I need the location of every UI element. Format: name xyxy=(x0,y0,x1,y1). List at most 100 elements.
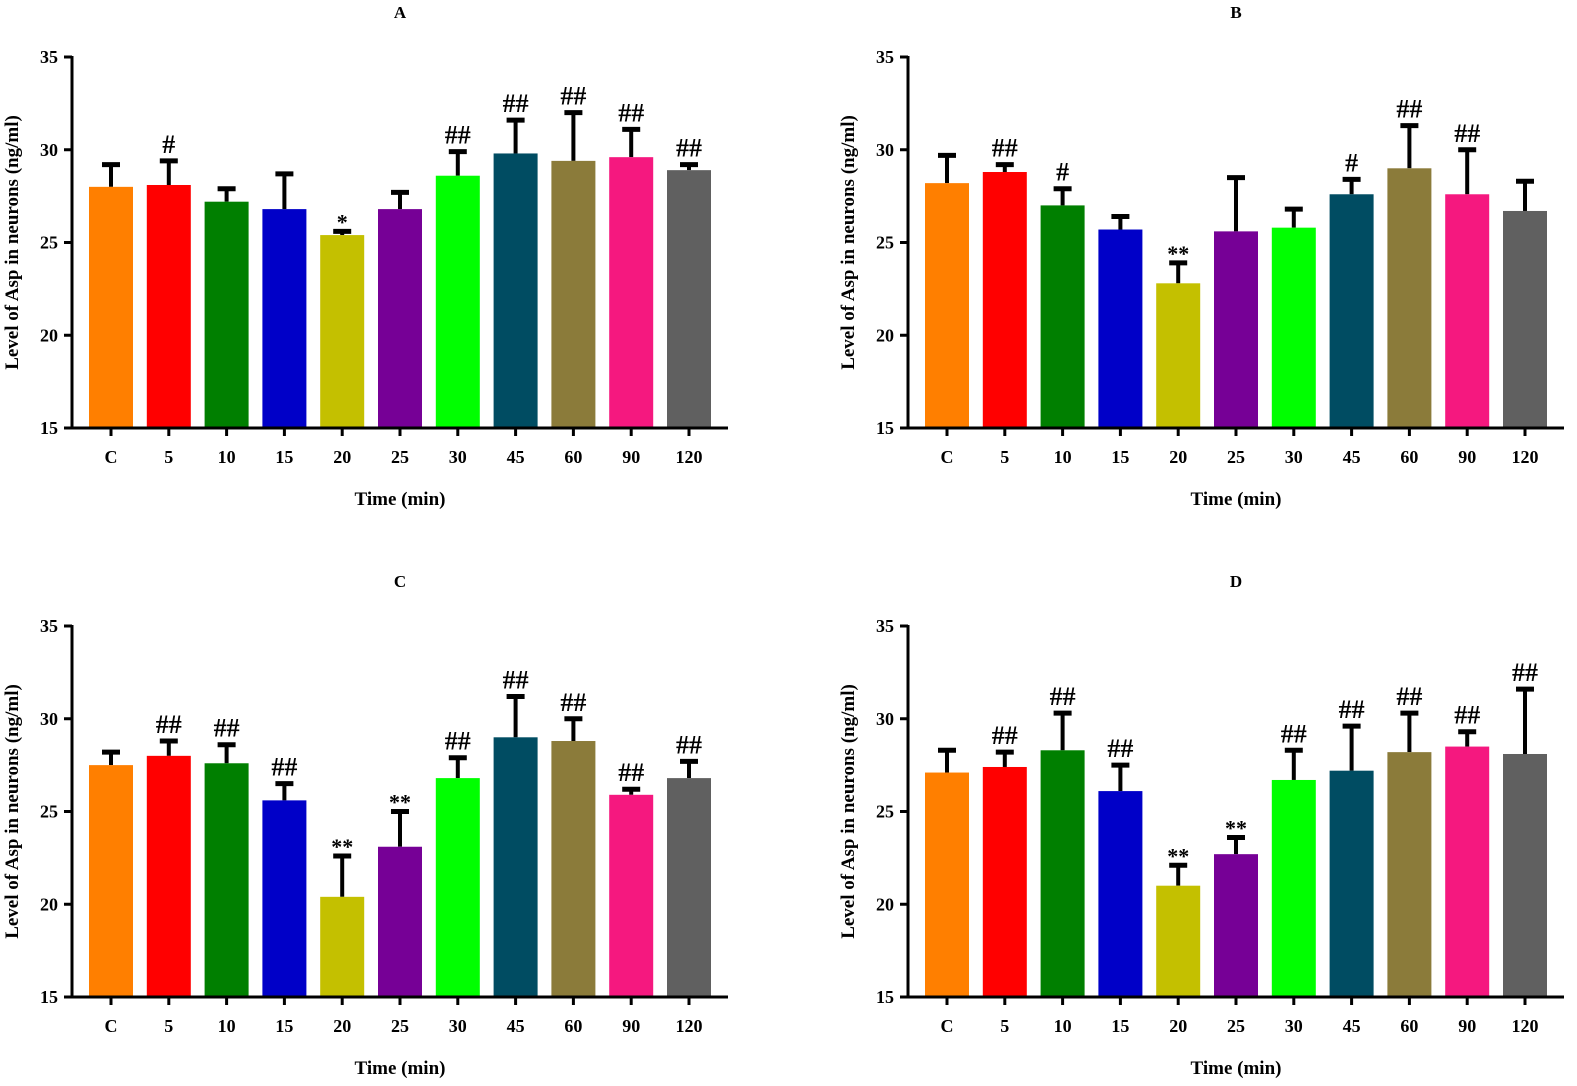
x-tick-label: 15 xyxy=(275,447,293,467)
bar-60 xyxy=(1387,752,1432,997)
y-tick-label: 15 xyxy=(40,418,58,438)
significance-label: # xyxy=(162,130,175,159)
significance-label: * xyxy=(337,209,348,234)
bar-5 xyxy=(982,172,1027,428)
x-tick-label: 20 xyxy=(333,1016,351,1036)
y-tick-label: 25 xyxy=(40,233,58,253)
x-axis-label: Time (min) xyxy=(355,489,446,510)
panel-title: A xyxy=(394,3,407,22)
bar-15 xyxy=(1098,791,1143,997)
bar-20 xyxy=(1156,885,1201,997)
x-tick-label: 30 xyxy=(449,1016,467,1036)
x-tick-label: 10 xyxy=(1054,1016,1072,1036)
significance-label: ## xyxy=(156,710,182,739)
bar-45 xyxy=(1329,770,1374,997)
bar-120 xyxy=(1503,753,1547,997)
bar-5 xyxy=(982,766,1027,997)
x-tick-label: 30 xyxy=(1285,447,1303,467)
significance-label: ** xyxy=(1225,815,1247,840)
x-tick-label: 25 xyxy=(1227,1016,1245,1036)
significance-label: ## xyxy=(618,758,644,787)
x-axis-label: Time (min) xyxy=(1191,489,1282,510)
bar-45 xyxy=(493,153,538,428)
significance-label: ## xyxy=(618,98,644,127)
significance-label: ## xyxy=(445,727,471,756)
x-tick-label: 10 xyxy=(1054,447,1072,467)
significance-label: ## xyxy=(992,134,1018,163)
panel-title: B xyxy=(1230,3,1241,22)
bar-20 xyxy=(1156,283,1201,428)
y-tick-label: 25 xyxy=(876,233,894,253)
x-tick-label: 25 xyxy=(1227,447,1245,467)
significance-label: ## xyxy=(214,714,240,743)
y-axis-label: Level of Asp in neurons (ng/ml) xyxy=(838,115,859,370)
y-tick-label: 20 xyxy=(40,325,58,345)
bar-C xyxy=(89,765,133,997)
y-tick-label: 20 xyxy=(876,894,894,914)
significance-label: ## xyxy=(1396,682,1422,711)
significance-label: ## xyxy=(503,665,529,694)
x-axis-label: Time (min) xyxy=(1191,1058,1282,1079)
y-tick-label: 25 xyxy=(40,802,58,822)
bar-10 xyxy=(204,201,249,428)
y-tick-label: 25 xyxy=(876,802,894,822)
y-tick-label: 30 xyxy=(876,709,894,729)
significance-label: ** xyxy=(1167,843,1189,868)
bar-90 xyxy=(609,157,654,429)
bar-25 xyxy=(378,209,422,428)
significance-label: ## xyxy=(1050,682,1076,711)
y-tick-label: 35 xyxy=(40,616,58,636)
significance-label: ## xyxy=(992,721,1018,750)
x-tick-label: 15 xyxy=(1111,1016,1129,1036)
significance-label: ## xyxy=(1281,719,1307,748)
chart-panel-a: A Time (min) Level of Asp in neurons (ng/m… xyxy=(2,3,728,510)
y-tick-label: 35 xyxy=(876,47,894,67)
bar-30 xyxy=(1271,227,1316,428)
significance-label: # xyxy=(1056,158,1069,187)
y-tick-label: 30 xyxy=(40,709,58,729)
significance-label: ** xyxy=(389,790,411,815)
y-axis-label: Level of Asp in neurons (ng/ml) xyxy=(838,684,859,939)
bar-45 xyxy=(493,737,538,997)
panel-title: C xyxy=(394,572,406,591)
x-tick-label: 45 xyxy=(1343,447,1361,467)
significance-label: # xyxy=(1345,148,1358,177)
x-tick-label: 20 xyxy=(333,447,351,467)
bar-15 xyxy=(1098,229,1143,428)
x-tick-label: 10 xyxy=(218,447,236,467)
bar-30 xyxy=(435,175,480,428)
x-tick-label: 120 xyxy=(1512,447,1539,467)
x-tick-label: 45 xyxy=(507,1016,525,1036)
x-tick-label: 20 xyxy=(1169,1016,1187,1036)
x-tick-label: C xyxy=(941,447,954,467)
x-tick-label: 60 xyxy=(564,1016,582,1036)
bar-5 xyxy=(146,184,191,428)
significance-label: ## xyxy=(1339,695,1365,724)
x-tick-label: 10 xyxy=(218,1016,236,1036)
x-tick-label: C xyxy=(941,1016,954,1036)
y-tick-label: 15 xyxy=(876,418,894,438)
x-tick-label: 15 xyxy=(275,1016,293,1036)
significance-label: ## xyxy=(1107,734,1133,763)
x-tick-label: 45 xyxy=(1343,1016,1361,1036)
x-tick-label: 45 xyxy=(507,447,525,467)
bar-45 xyxy=(1329,194,1374,428)
x-tick-label: 60 xyxy=(564,447,582,467)
y-tick-label: 20 xyxy=(40,894,58,914)
x-tick-label: C xyxy=(105,447,118,467)
bar-20 xyxy=(320,235,365,428)
y-axis-label: Level of Asp in neurons (ng/ml) xyxy=(2,684,23,939)
bar-20 xyxy=(320,896,365,997)
y-tick-label: 30 xyxy=(876,140,894,160)
x-tick-label: 5 xyxy=(164,447,173,467)
significance-label: ## xyxy=(1454,701,1480,730)
x-tick-label: 30 xyxy=(1285,1016,1303,1036)
significance-label: ## xyxy=(271,753,297,782)
x-tick-label: 90 xyxy=(622,447,640,467)
panel-title: D xyxy=(1230,572,1242,591)
bar-C xyxy=(925,772,969,997)
bar-60 xyxy=(551,741,596,997)
bar-60 xyxy=(1387,168,1432,429)
chart-panel-b: B Time (min) Level of Asp in neurons (ng/m… xyxy=(838,3,1564,510)
bar-15 xyxy=(262,800,307,997)
